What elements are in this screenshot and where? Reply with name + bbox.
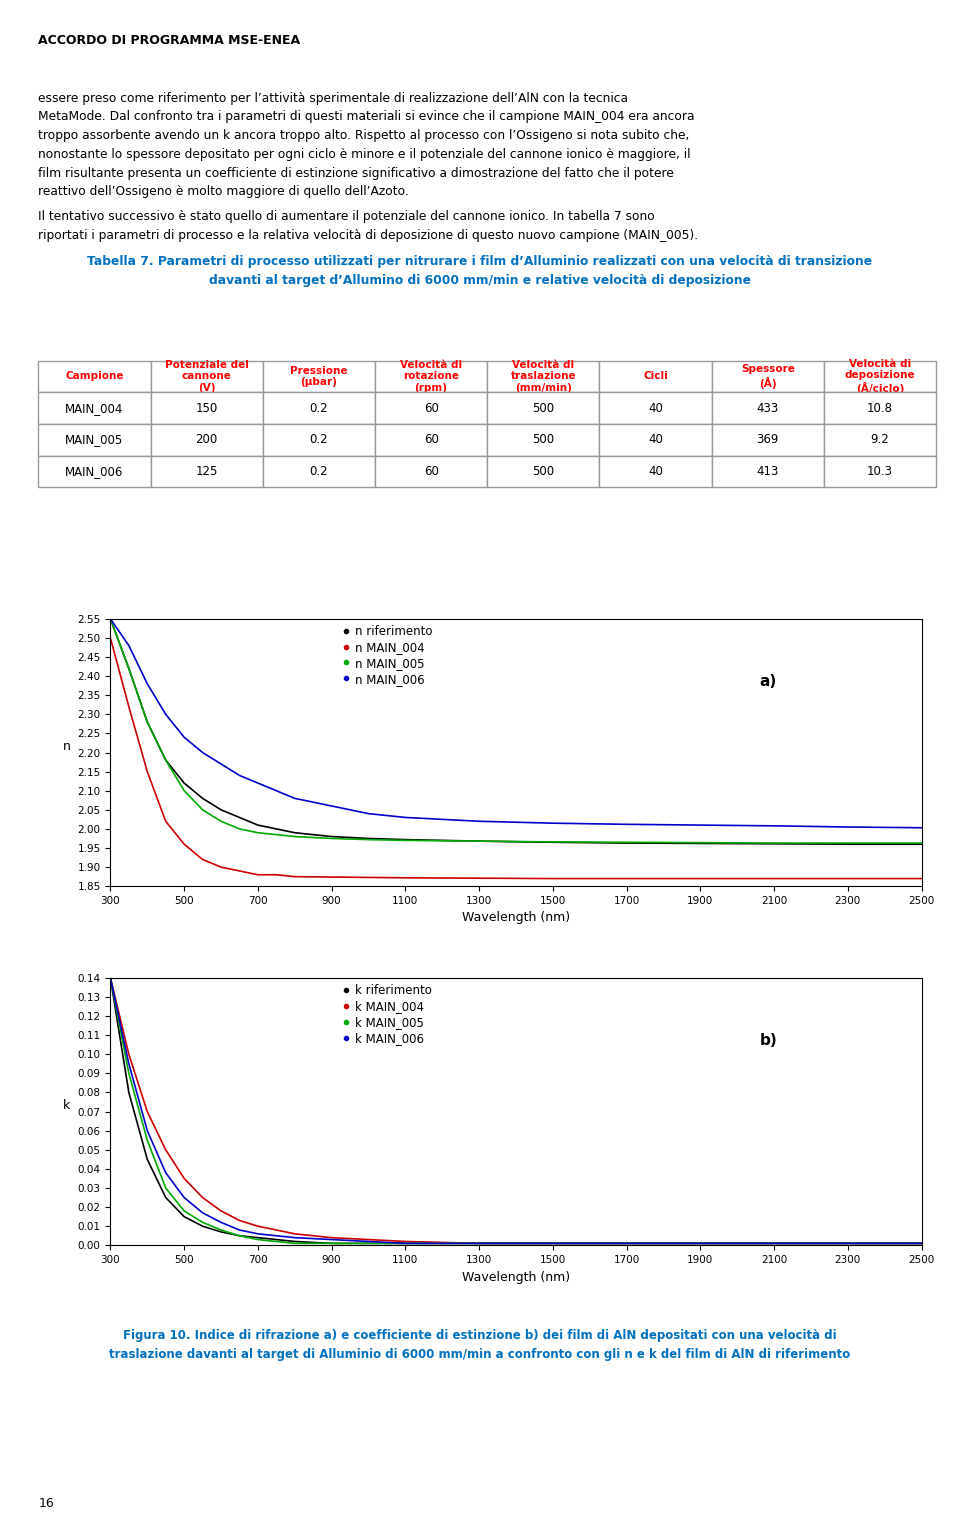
Y-axis label: n: n <box>62 740 70 752</box>
Text: davanti al target d’Allumino di 6000 mm/min e relative velocità di deposizione: davanti al target d’Allumino di 6000 mm/… <box>209 274 751 287</box>
Text: troppo assorbente avendo un k ancora troppo alto. Rispetto al processo con l’Oss: troppo assorbente avendo un k ancora tro… <box>38 130 690 142</box>
Text: film risultante presenta un coefficiente di estinzione significativo a dimostraz: film risultante presenta un coefficiente… <box>38 167 674 180</box>
Text: Il tentativo successivo è stato quello di aumentare il potenziale del cannone io: Il tentativo successivo è stato quello d… <box>38 209 655 223</box>
Text: ACCORDO DI PROGRAMMA MSE-ENEA: ACCORDO DI PROGRAMMA MSE-ENEA <box>38 34 300 47</box>
Text: reattivo dell’Ossigeno è molto maggiore di quello dell’Azoto.: reattivo dell’Ossigeno è molto maggiore … <box>38 185 409 199</box>
Text: riportati i parametri di processo e la relativa velocità di deposizione di quest: riportati i parametri di processo e la r… <box>38 229 699 241</box>
Text: MetaMode. Dal confronto tra i parametri di questi materiali si evince che il cam: MetaMode. Dal confronto tra i parametri … <box>38 110 695 124</box>
Text: nonostante lo spessore depositato per ogni ciclo è minore e il potenziale del ca: nonostante lo spessore depositato per og… <box>38 148 691 160</box>
Legend: k riferimento, k MAIN_004, k MAIN_005, k MAIN_006: k riferimento, k MAIN_004, k MAIN_005, k… <box>344 984 432 1045</box>
Text: 16: 16 <box>38 1496 54 1510</box>
Text: a): a) <box>759 674 777 689</box>
Text: traslazione davanti al target di Alluminio di 6000 mm/min a confronto con gli n : traslazione davanti al target di Allumin… <box>109 1348 851 1361</box>
Text: Figura 10. Indice di rifrazione a) e coefficiente di estinzione b) dei film di A: Figura 10. Indice di rifrazione a) e coe… <box>123 1329 837 1342</box>
Text: essere preso come riferimento per l’attività sperimentale di realizzazione dell’: essere preso come riferimento per l’atti… <box>38 92 629 105</box>
Text: Tabella 7. Parametri di processo utilizzati per nitrurare i film d’Alluminio rea: Tabella 7. Parametri di processo utilizz… <box>87 255 873 267</box>
X-axis label: Wavelength (nm): Wavelength (nm) <box>462 1271 570 1284</box>
Y-axis label: k: k <box>62 1099 70 1111</box>
Text: b): b) <box>759 1033 777 1048</box>
Legend: n riferimento, n MAIN_004, n MAIN_005, n MAIN_006: n riferimento, n MAIN_004, n MAIN_005, n… <box>344 625 433 686</box>
X-axis label: Wavelength (nm): Wavelength (nm) <box>462 912 570 924</box>
